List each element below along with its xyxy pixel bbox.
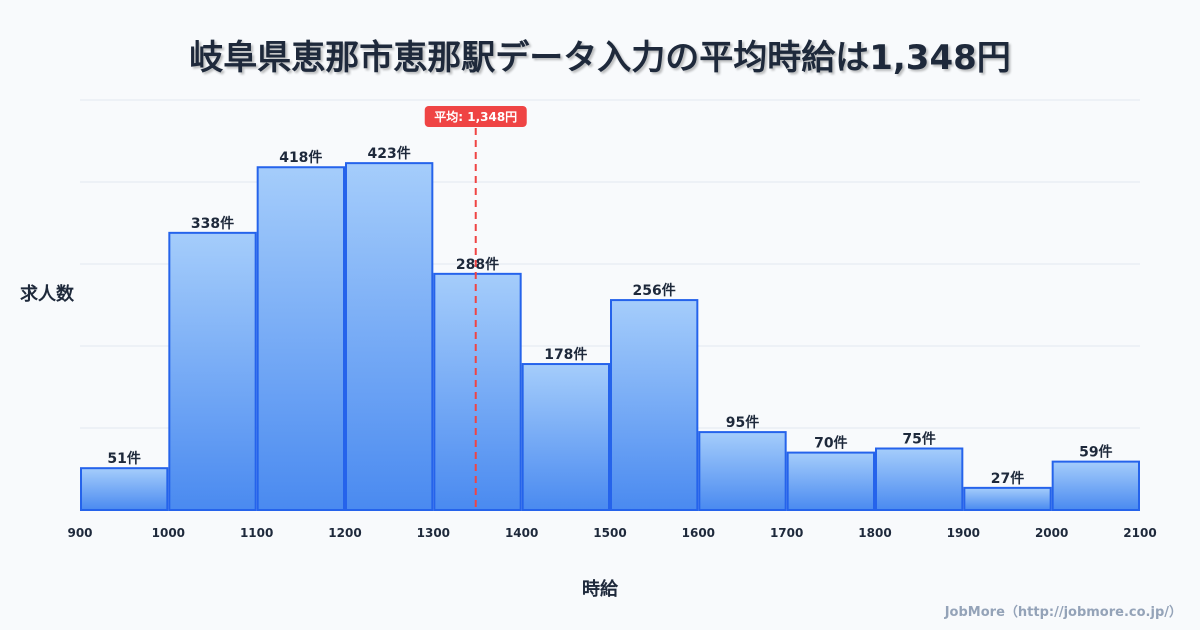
bar <box>610 299 699 511</box>
x-axis-label: 時給 <box>582 579 618 600</box>
x-tick-label: 1100 <box>240 526 273 540</box>
mean-label: 平均: 1,348円 <box>434 109 517 124</box>
x-tick-label: 2100 <box>1123 526 1156 540</box>
x-tick-label: 1000 <box>152 526 185 540</box>
bar-value-label: 95件 <box>726 414 759 431</box>
bar-value-label: 418件 <box>279 149 322 166</box>
bar <box>963 486 1052 511</box>
bar <box>698 431 787 512</box>
bar <box>433 272 522 511</box>
bar <box>786 451 876 512</box>
bar-value-label: 423件 <box>368 145 411 162</box>
x-tick-label: 1900 <box>947 526 980 540</box>
bar <box>168 231 257 511</box>
x-tick-label: 1200 <box>328 526 361 540</box>
bar-value-label: 70件 <box>814 435 847 452</box>
bar <box>521 363 611 512</box>
bar-value-label: 51件 <box>107 450 140 467</box>
x-tick-label: 1800 <box>858 526 891 540</box>
bar <box>875 447 964 511</box>
x-tick-label: 1400 <box>505 526 538 540</box>
x-tick-label: 1700 <box>770 526 803 540</box>
bar <box>1051 460 1140 511</box>
bar <box>80 467 169 511</box>
x-tick-label: 900 <box>67 526 92 540</box>
x-tick-label: 1300 <box>417 526 450 540</box>
x-tick-label: 2000 <box>1035 526 1068 540</box>
bar-value-label: 256件 <box>633 282 676 299</box>
bar-value-label: 338件 <box>191 215 234 232</box>
bar <box>345 162 434 511</box>
x-tick-label: 1500 <box>593 526 626 540</box>
bar-value-label: 178件 <box>544 346 587 363</box>
bar-value-label: 59件 <box>1079 444 1112 461</box>
y-axis-label: 求人数 <box>20 284 74 305</box>
bar <box>256 166 345 512</box>
bar-value-label: 75件 <box>902 431 935 448</box>
mean-badge <box>424 106 527 127</box>
bar-value-label: 27件 <box>991 470 1024 487</box>
chart-title: 岐阜県恵那市恵那駅データ入力の平均時給は1,348円 <box>189 38 1011 78</box>
bar-value-label: 288件 <box>456 256 499 273</box>
x-tick-label: 1600 <box>682 526 715 540</box>
credit-text: JobMore（http://jobmore.co.jp/） <box>944 605 1182 620</box>
